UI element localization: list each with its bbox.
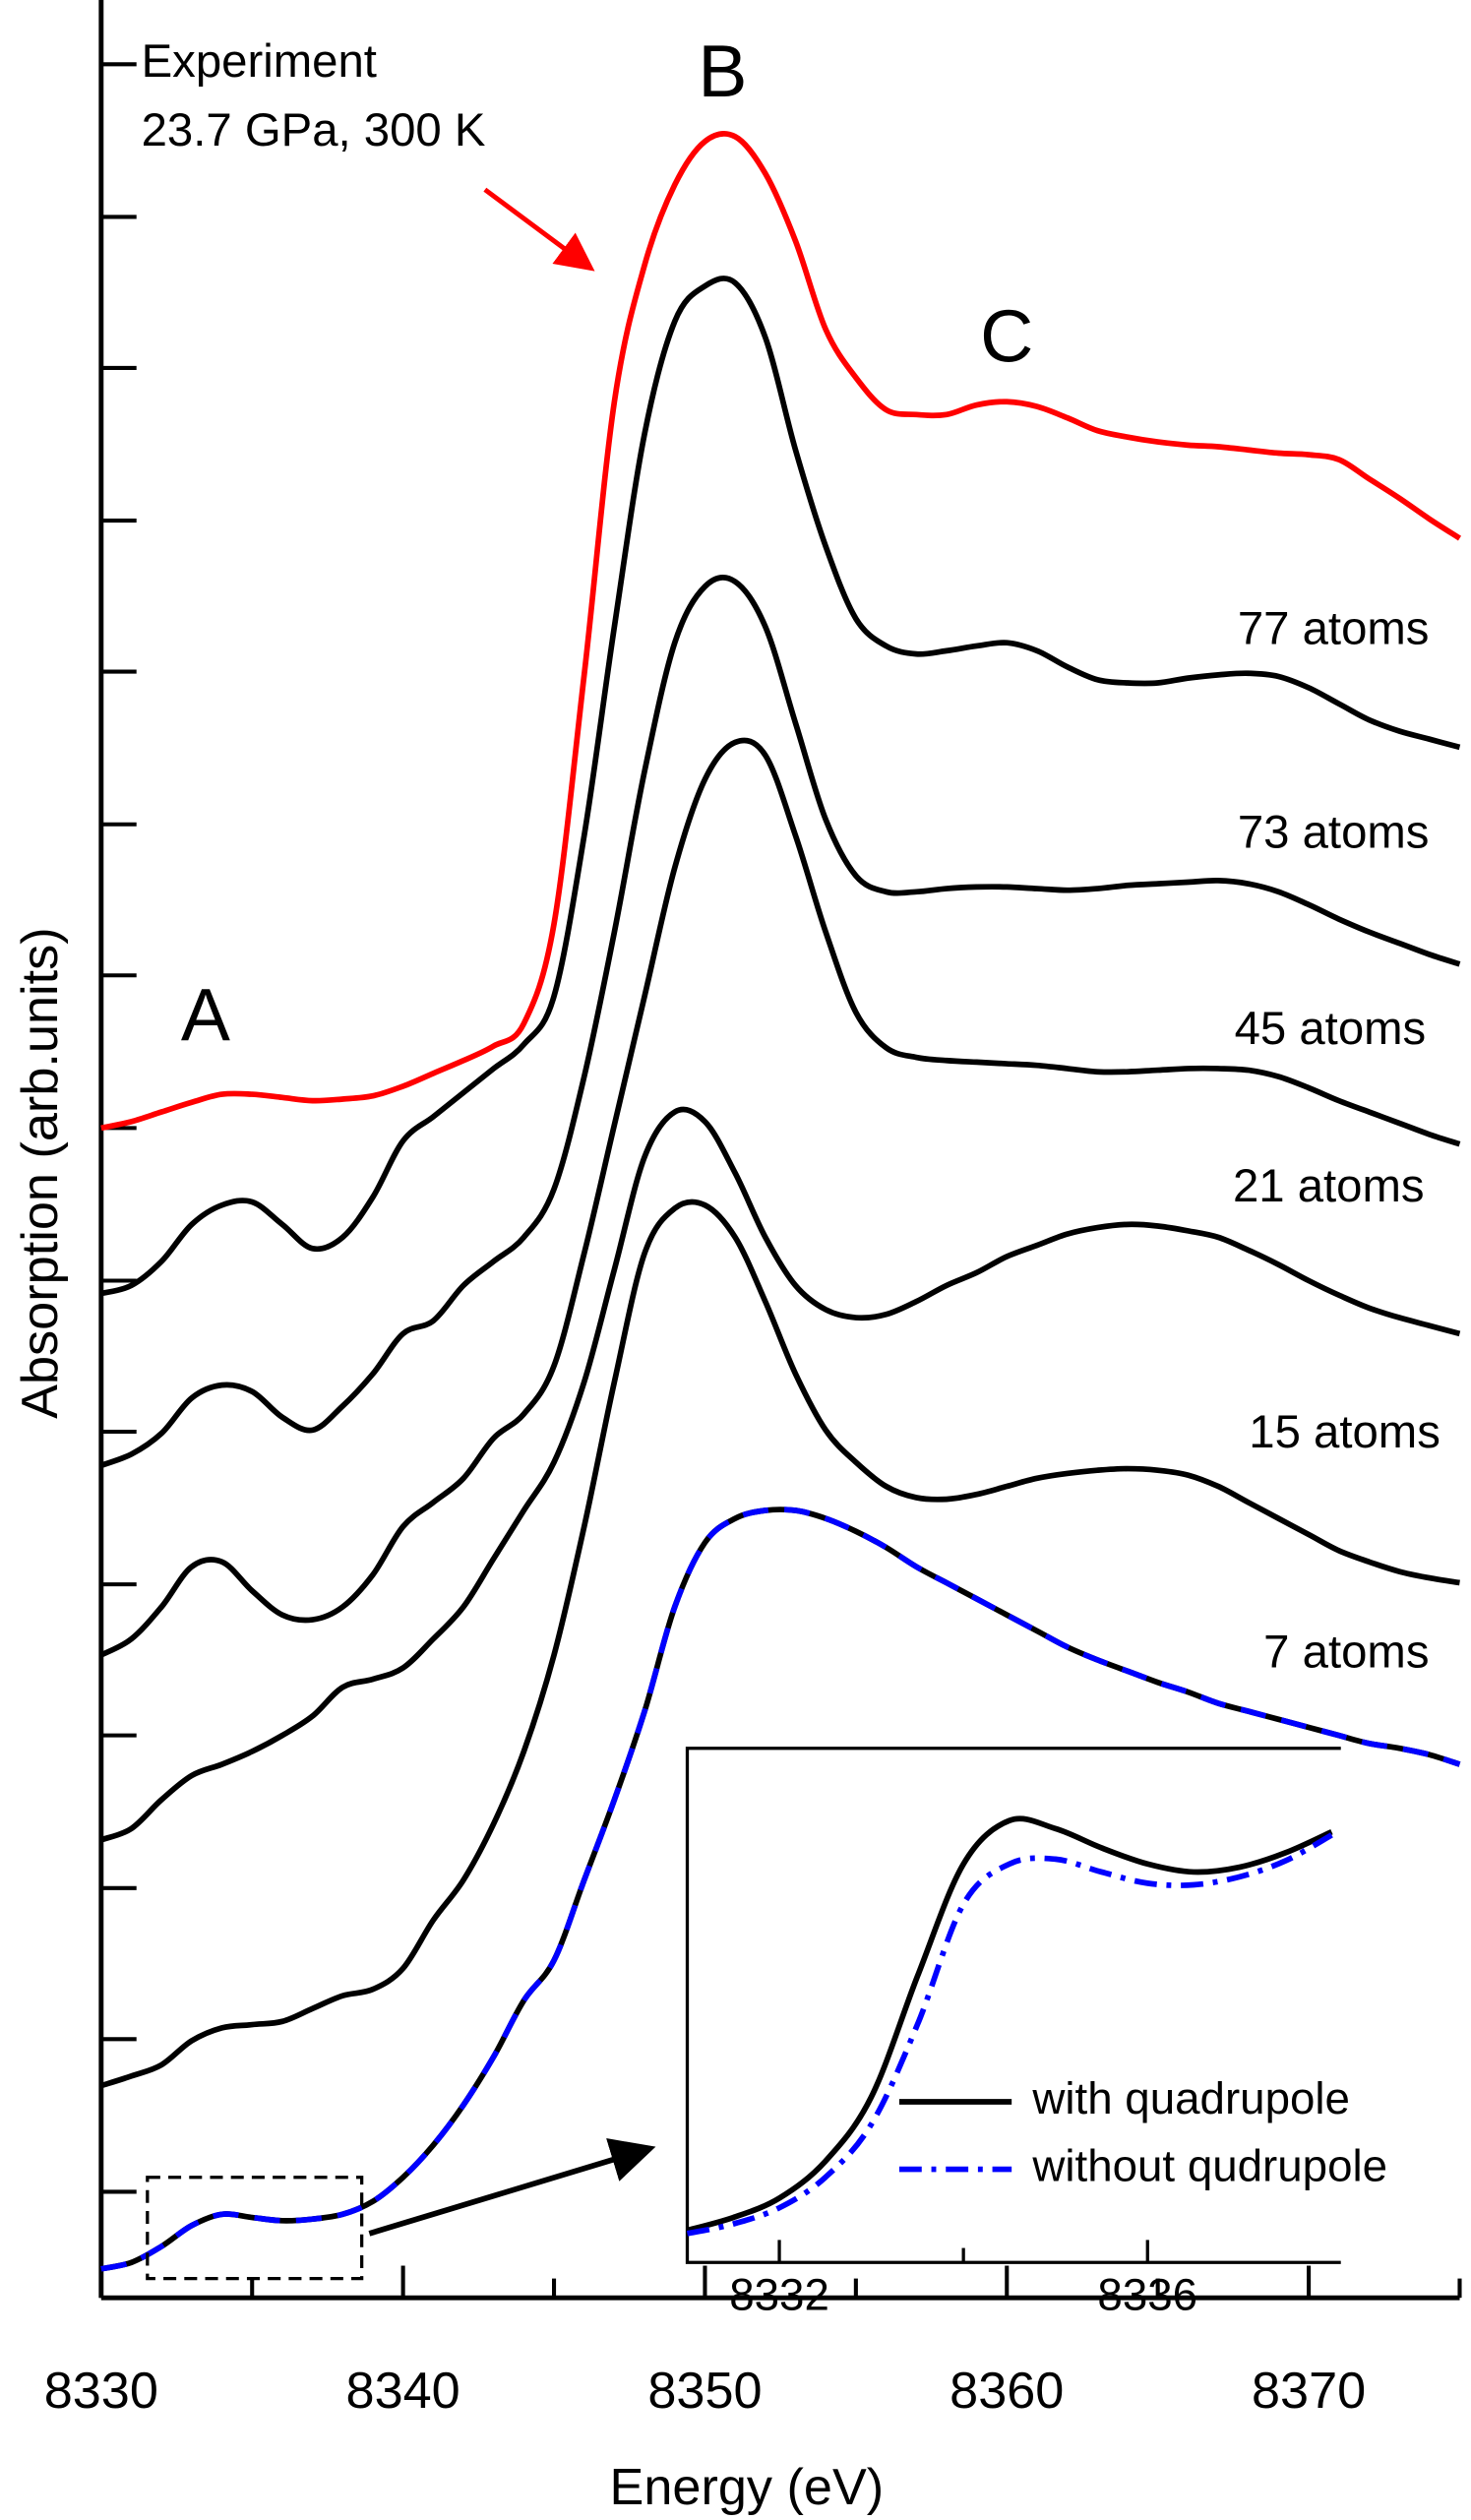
series-label: 45 atoms: [1235, 1003, 1427, 1055]
series-overlay-line: [100, 1506, 1461, 2272]
series-line: [686, 1815, 1333, 2234]
x-tick-label: 8370: [1252, 2363, 1366, 2420]
series-line: [99, 575, 1461, 1468]
series-label: 21 atoms: [1233, 1160, 1425, 1212]
inset-x-tick-label: 8336: [1097, 2269, 1197, 2319]
x-tick-label: 8330: [44, 2363, 158, 2420]
zoom-box: [146, 2176, 364, 2281]
inset-frame: [685, 1747, 1341, 2264]
zoom-arrow: [368, 2138, 656, 2237]
series-line: [99, 737, 1461, 1658]
series-line: [99, 1199, 1460, 2089]
series-line: [686, 1832, 1333, 2237]
series-line: [100, 276, 1461, 1297]
annotation: B: [698, 30, 747, 112]
series-label: Experiment: [142, 35, 377, 88]
series-label: 15 atoms: [1249, 1406, 1440, 1458]
x-tick-label: 8340: [346, 2363, 460, 2420]
annotation: C: [980, 295, 1033, 378]
y-axis-label: Absorption (arb.units): [12, 927, 69, 1419]
series-line: [99, 1106, 1461, 1843]
series-label: 77 atoms: [1238, 602, 1430, 654]
annotation: 23.7 GPa, 300 K: [142, 104, 486, 156]
x-tick-label: 8360: [950, 2363, 1064, 2420]
annotation: A: [181, 973, 230, 1056]
x-tick-label: 8350: [647, 2363, 762, 2420]
series-label: 7 atoms: [1263, 1626, 1429, 1678]
legend-label: without qudrupole: [1031, 2141, 1387, 2191]
x-axis-label: Energy (eV): [610, 2459, 885, 2516]
inset-x-tick-label: 8332: [729, 2269, 829, 2319]
series-label: 73 atoms: [1238, 807, 1430, 859]
legend-label: with quadrupole: [1031, 2073, 1350, 2123]
series-line: [100, 130, 1462, 1132]
inset-background: [687, 1748, 1341, 2263]
annotation-arrow: [483, 187, 595, 272]
plot-root: Energy (eV) Absorption (arb.units) 8330 8…: [12, 0, 1462, 2516]
